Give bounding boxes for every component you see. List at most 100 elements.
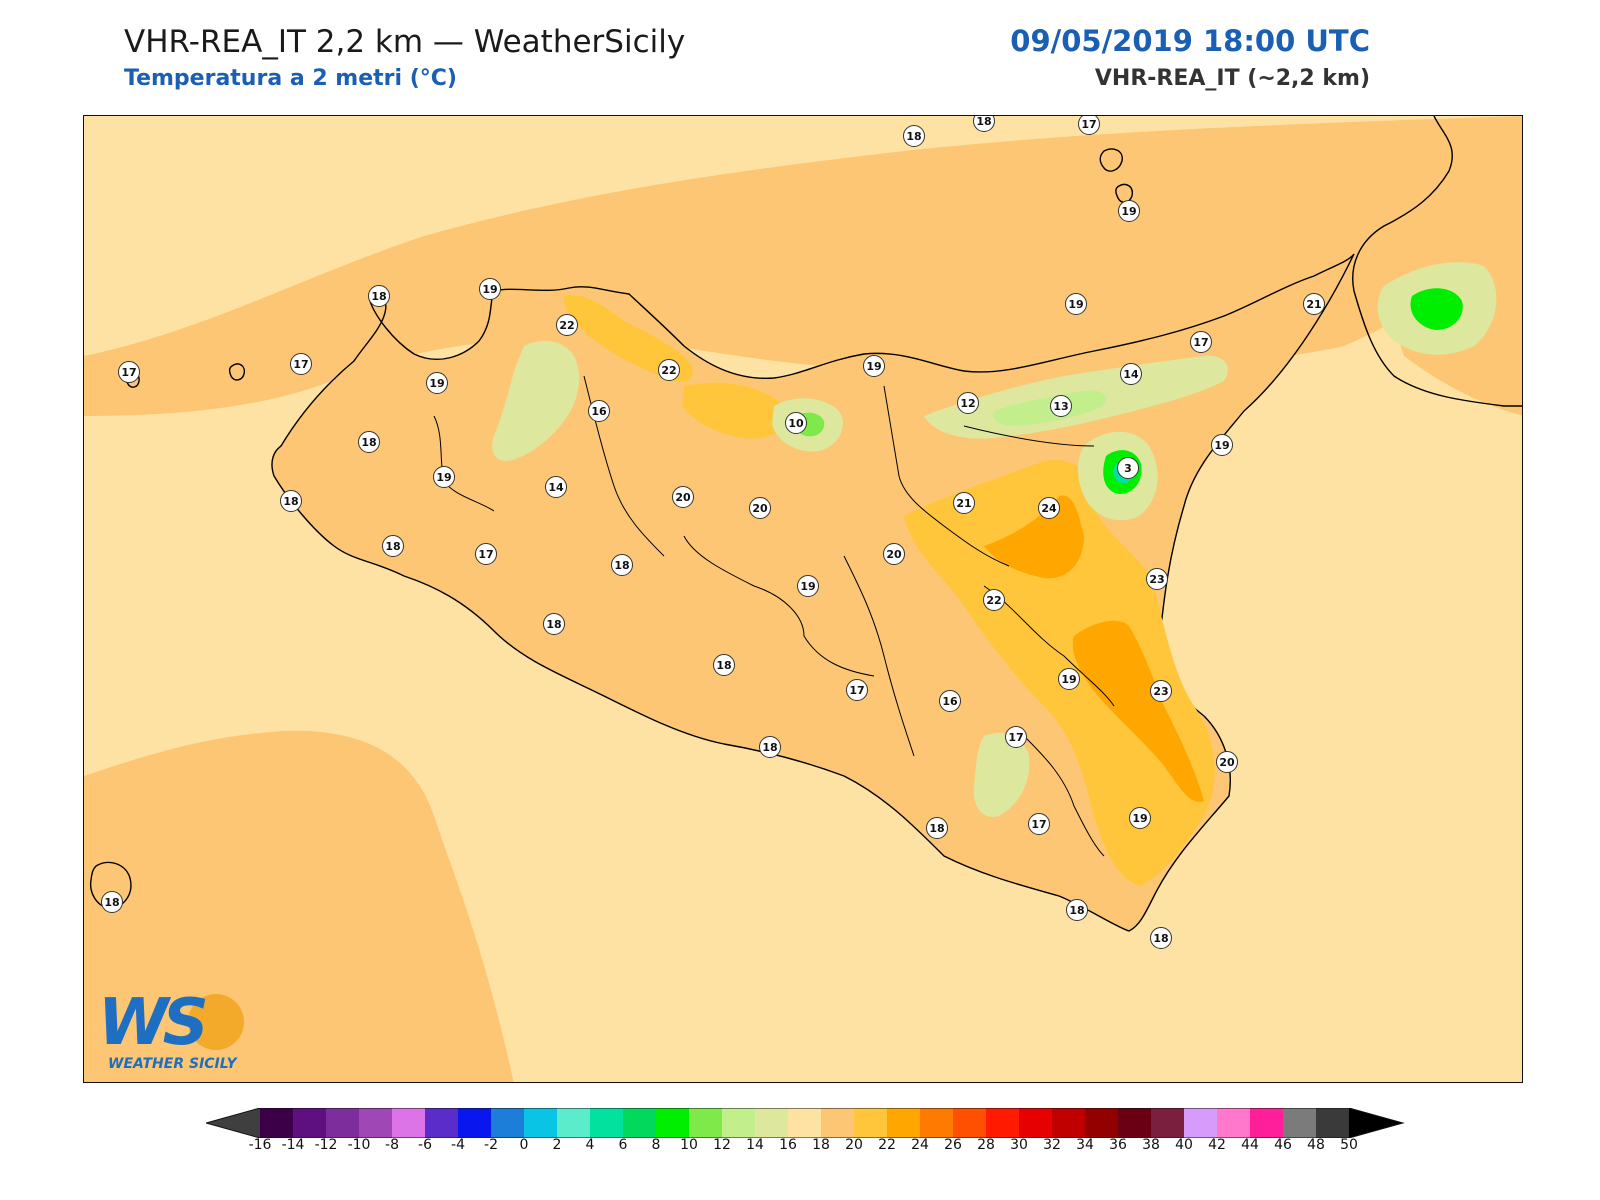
colorbar-cell: [1283, 1108, 1316, 1138]
colorbar-cell: [887, 1108, 920, 1138]
colorbar-cell: [1250, 1108, 1283, 1138]
station-marker[interactable]: 16: [588, 400, 610, 422]
colorbar-tick-label: -2: [484, 1137, 498, 1153]
colorbar-tick-label: 44: [1241, 1137, 1259, 1153]
colorbar-cell: [1217, 1108, 1250, 1138]
station-marker[interactable]: 22: [556, 314, 578, 336]
station-marker[interactable]: 17: [1078, 116, 1100, 135]
colorbar-cell: [656, 1108, 689, 1138]
colorbar-cell: [260, 1108, 293, 1138]
station-marker[interactable]: 17: [1190, 331, 1212, 353]
station-marker[interactable]: 14: [545, 476, 567, 498]
colorbar-cell: [788, 1108, 821, 1138]
station-marker[interactable]: 18: [713, 654, 735, 676]
station-marker[interactable]: 22: [983, 589, 1005, 611]
station-marker[interactable]: 17: [1005, 726, 1027, 748]
colorbar-cell: [722, 1108, 755, 1138]
colorbar-cell: [854, 1108, 887, 1138]
station-marker[interactable]: 18: [1066, 899, 1088, 921]
station-marker[interactable]: 19: [1118, 200, 1140, 222]
sea-band-southwest: [84, 730, 514, 1082]
map-datetime: 09/05/2019 18:00 UTC: [1010, 24, 1370, 58]
colorbar-cell: [821, 1108, 854, 1138]
temperature-map[interactable]: WS WEATHER SICILY 18 18 17 19 18 19 21 22 17 17 17…: [83, 115, 1523, 1083]
zone-t24-etna-south: [984, 495, 1084, 579]
station-marker[interactable]: 16: [939, 690, 961, 712]
zone-t22-northcentral: [563, 295, 693, 382]
map-canvas: [84, 116, 1522, 1082]
colorbar-tick-label: 12: [713, 1137, 731, 1153]
station-marker[interactable]: 20: [749, 497, 771, 519]
station-marker[interactable]: 14: [1120, 363, 1142, 385]
station-marker[interactable]: 18: [368, 285, 390, 307]
map-title: VHR-REA_IT 2,2 km — WeatherSicily: [124, 24, 686, 60]
station-marker[interactable]: 10: [785, 412, 807, 434]
station-marker[interactable]: 19: [1211, 434, 1233, 456]
station-marker[interactable]: 18: [382, 535, 404, 557]
station-marker[interactable]: 23: [1146, 568, 1168, 590]
colorbar-cell: [326, 1108, 359, 1138]
station-marker[interactable]: 18: [973, 116, 995, 132]
colorbar-tick-label: 4: [585, 1137, 595, 1153]
colorbar: [206, 1108, 1405, 1138]
station-marker[interactable]: 18: [903, 125, 925, 147]
colorbar-cell: [392, 1108, 425, 1138]
colorbar-cell: [1184, 1108, 1217, 1138]
station-marker[interactable]: 18: [358, 431, 380, 453]
zone-t22-west: [682, 382, 787, 439]
colorbar-cell: [623, 1108, 656, 1138]
station-marker[interactable]: 20: [1216, 751, 1238, 773]
station-marker[interactable]: 19: [1065, 293, 1087, 315]
station-marker[interactable]: 22: [658, 359, 680, 381]
station-marker[interactable]: 18: [926, 817, 948, 839]
station-marker[interactable]: 17: [1028, 813, 1050, 835]
colorbar-cell: [524, 1108, 557, 1138]
station-marker[interactable]: 19: [1129, 807, 1151, 829]
colorbar-tick-label: 0: [519, 1137, 529, 1153]
station-marker[interactable]: 18: [759, 736, 781, 758]
station-marker[interactable]: 19: [433, 466, 455, 488]
map-subtitle: Temperatura a 2 metri (°C): [124, 66, 457, 91]
station-marker[interactable]: 19: [1058, 668, 1080, 690]
station-marker[interactable]: 21: [953, 492, 975, 514]
colorbar-tick-label: -16: [248, 1137, 272, 1153]
colorbar-over-arrow: [1349, 1108, 1403, 1138]
station-marker[interactable]: 21: [1303, 293, 1325, 315]
station-marker[interactable]: 3: [1117, 457, 1139, 479]
island-lipari: [1099, 148, 1123, 172]
station-marker[interactable]: 20: [883, 543, 905, 565]
station-marker[interactable]: 18: [1150, 927, 1172, 949]
colorbar-tick-label: 14: [746, 1137, 764, 1153]
colorbar-cell: [557, 1108, 590, 1138]
zone-t12-nebrodi: [992, 390, 1107, 426]
station-marker[interactable]: 17: [118, 361, 140, 383]
colorbar-tick-label: 16: [779, 1137, 797, 1153]
station-marker[interactable]: 18: [101, 891, 123, 913]
station-marker[interactable]: 18: [543, 613, 565, 635]
zone-t24-southeast: [1072, 620, 1204, 802]
station-marker[interactable]: 17: [475, 543, 497, 565]
station-marker[interactable]: 17: [290, 353, 312, 375]
station-marker[interactable]: 19: [863, 355, 885, 377]
station-marker[interactable]: 20: [672, 486, 694, 508]
station-marker[interactable]: 24: [1038, 497, 1060, 519]
station-marker[interactable]: 17: [846, 679, 868, 701]
station-marker[interactable]: 12: [957, 392, 979, 414]
station-marker[interactable]: 23: [1150, 680, 1172, 702]
colorbar-tick-label: 40: [1175, 1137, 1193, 1153]
station-marker[interactable]: 18: [280, 490, 302, 512]
station-marker[interactable]: 19: [797, 575, 819, 597]
colorbar-tick-label: -10: [347, 1137, 371, 1153]
colorbar-tick-label: 10: [680, 1137, 698, 1153]
station-marker[interactable]: 18: [611, 554, 633, 576]
logo-letters: WS: [98, 986, 209, 1060]
station-marker[interactable]: 19: [426, 372, 448, 394]
colorbar-tick-label: -12: [314, 1137, 338, 1153]
weathersicily-logo: WS WEATHER SICILY: [96, 986, 256, 1076]
colorbar-cell: [1085, 1108, 1118, 1138]
colorbar-cell: [1316, 1108, 1349, 1138]
colorbar-cell: [458, 1108, 491, 1138]
station-marker[interactable]: 13: [1050, 395, 1072, 417]
calabria-coast: [1352, 116, 1522, 407]
station-marker[interactable]: 19: [479, 278, 501, 300]
